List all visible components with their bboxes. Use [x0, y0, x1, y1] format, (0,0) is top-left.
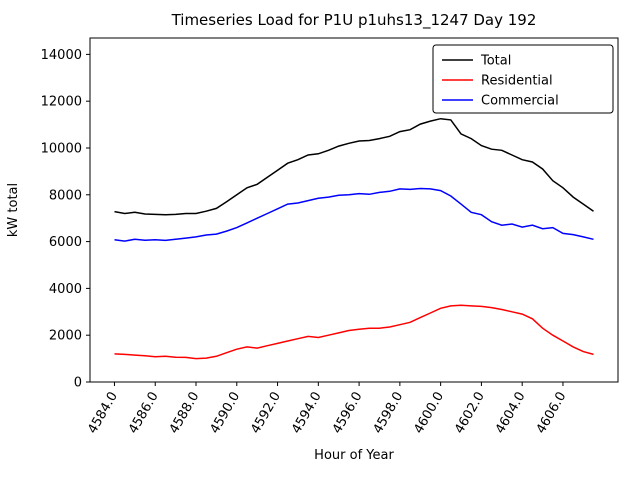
series-line-total — [114, 117, 594, 216]
x-tick-label: 4604.0 — [493, 390, 529, 437]
y-tick-label: 12000 — [41, 95, 82, 110]
x-tick-label: 4606.0 — [534, 390, 570, 437]
series-lines — [114, 117, 594, 360]
x-tick-label: 4584.0 — [85, 390, 121, 437]
x-tick-label: 4594.0 — [289, 390, 325, 437]
y-tick-label: 10000 — [41, 141, 82, 156]
y-axis-label: kW total — [6, 183, 21, 237]
series-line-commercial — [114, 187, 594, 242]
x-axis-label: Hour of Year — [314, 448, 394, 463]
y-axis-ticks: 0 2000 4000 6000 8000 10000 12000 14000 — [41, 48, 90, 391]
x-tick-label: 4602.0 — [452, 389, 488, 436]
legend-label-commercial: Commercial — [481, 94, 559, 109]
x-tick-label: 4600.0 — [411, 390, 447, 437]
legend-box — [432, 44, 614, 114]
legend: Total Residential Commercial — [432, 44, 614, 114]
x-tick-label: 4590.0 — [208, 390, 244, 437]
chart-title: Timeseries Load for P1U p1uhs13_1247 Day… — [171, 11, 537, 30]
legend-label-residential: Residential — [481, 74, 553, 89]
plot-area-border — [89, 37, 619, 383]
y-tick-label: 2000 — [49, 329, 82, 344]
y-tick-label: 0 — [74, 376, 82, 391]
y-tick-label: 4000 — [49, 282, 82, 297]
x-tick-label: 4598.0 — [371, 390, 407, 437]
x-tick-label: 4586.0 — [126, 390, 162, 437]
y-tick-label: 14000 — [41, 48, 82, 63]
x-tick-label: 4592.0 — [248, 390, 284, 437]
x-tick-label: 4596.0 — [330, 390, 366, 437]
series-line-residential — [114, 304, 594, 360]
x-axis-ticks: 4584.0 4586.0 4588.0 4590.0 4592.0 4594.0 4596… — [85, 382, 569, 436]
legend-label-total: Total — [480, 54, 511, 69]
x-tick-label: 4588.0 — [167, 390, 203, 437]
y-tick-label: 8000 — [49, 188, 82, 203]
y-tick-label: 6000 — [49, 235, 82, 250]
